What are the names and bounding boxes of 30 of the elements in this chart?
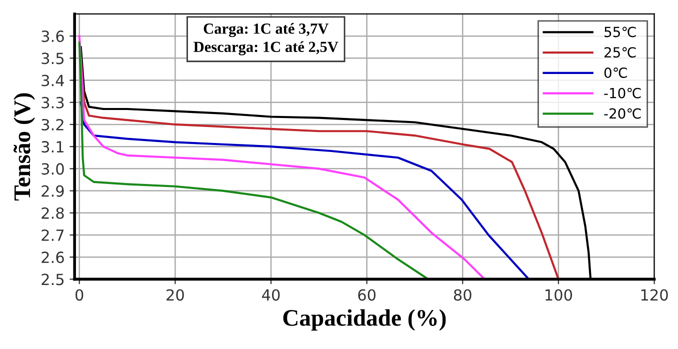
y-tick-label: 3.5: [42, 52, 64, 64]
y-tick-label: 3.4: [42, 74, 64, 86]
x-axis-title: Capacidade (%): [283, 309, 446, 331]
legend-label: -20℃: [604, 108, 641, 119]
y-axis-title: Tensão (V): [14, 93, 36, 201]
y-tick-label: 3.6: [42, 30, 64, 42]
line-series: [78, 35, 486, 280]
legend-label: -10℃: [604, 88, 641, 98]
x-tick-label: 40: [262, 289, 280, 301]
y-tick-label: 2.8: [42, 207, 64, 219]
x-tick-label: 20: [166, 289, 184, 301]
y-tick-label: 2.5: [42, 274, 64, 286]
legend-label: 25℃: [604, 47, 636, 58]
y-tick-label: 2.6: [42, 252, 64, 264]
x-tick-label: 80: [454, 289, 472, 301]
x-tick-label: 0: [76, 289, 84, 301]
line-series: [80, 101, 530, 280]
y-tick-label: 2.9: [42, 185, 64, 197]
x-tick-label: 100: [546, 289, 572, 301]
y-tick-label: 3.3: [42, 96, 64, 108]
x-tick-label: 120: [641, 289, 668, 301]
legend-label: 55℃: [604, 26, 636, 38]
annotation: Carga: 1C até 3,7V Descarga: 1C até 2,5V: [194, 23, 338, 56]
y-tick-label: 3.0: [42, 163, 64, 175]
y-tick-label: 3.2: [42, 118, 64, 130]
y-tick-label: 2.7: [42, 229, 64, 241]
line-series: [78, 42, 430, 280]
x-tick-label: 60: [358, 289, 376, 301]
legend-label: 0℃: [604, 67, 627, 78]
y-tick-label: 3.1: [42, 141, 64, 153]
